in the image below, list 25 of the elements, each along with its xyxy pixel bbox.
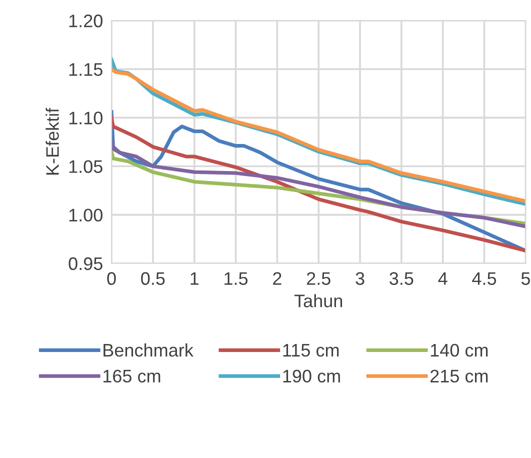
legend-label: 165 cm xyxy=(103,370,160,383)
x-tick-label: 3 xyxy=(356,272,364,285)
y-axis-title: K-Efektif xyxy=(46,108,59,175)
y-tick-label: 1.10 xyxy=(69,112,102,124)
x-tick-label: 4 xyxy=(438,272,448,285)
x-tick-label: 0 xyxy=(107,272,116,285)
x-tick-label: 3.5 xyxy=(390,272,414,285)
x-axis-title: Tahun xyxy=(294,294,342,308)
x-tick-label: 5 xyxy=(521,272,530,285)
x-tick-label: 1 xyxy=(190,272,198,285)
y-tick-label: 0.95 xyxy=(68,257,102,270)
legend-label: Benchmark xyxy=(104,343,194,357)
y-tick-label: 1.20 xyxy=(69,14,102,28)
x-tick-label: 1.5 xyxy=(224,272,248,285)
x-tick-label: 4.5 xyxy=(472,272,496,285)
legend-label: 190 cm xyxy=(283,370,340,383)
x-tick-label: 0.5 xyxy=(141,272,165,285)
y-tick-label: 1.00 xyxy=(69,208,102,222)
legend-label: 140 cm xyxy=(430,344,488,357)
legend-label: 115 cm xyxy=(283,344,339,357)
x-tick-label: 2.5 xyxy=(306,272,330,285)
x-tick-label: 2 xyxy=(273,272,282,285)
legend-label: 215 cm xyxy=(430,370,488,383)
y-tick-label: 1.15 xyxy=(69,63,102,76)
y-tick-label: 1.05 xyxy=(69,160,102,173)
